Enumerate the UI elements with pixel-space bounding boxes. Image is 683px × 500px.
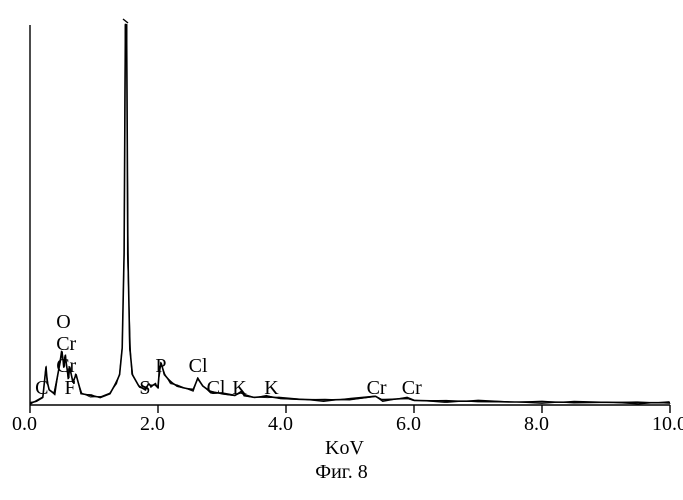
x-tick-label: 4.0	[268, 413, 293, 436]
peak-label: Cl	[207, 377, 226, 400]
peak-label: Cr	[56, 333, 76, 356]
peak-label: C	[35, 377, 48, 400]
peak-label: Cr	[402, 377, 422, 400]
peak-label: Cr	[367, 377, 387, 400]
x-tick-label: 6.0	[396, 413, 421, 436]
figure-caption: Фиг. 8	[0, 461, 683, 484]
x-tick-label: 2.0	[140, 413, 165, 436]
spectrum-chart-svg	[0, 0, 683, 500]
peak-label: F	[65, 377, 76, 400]
x-axis-title: KoV	[325, 437, 364, 460]
peak-label: Cr	[56, 355, 76, 378]
x-tick-label: 0.0	[12, 413, 37, 436]
peak-label: P	[155, 355, 166, 378]
peak-label: K	[232, 377, 246, 400]
peak-label: S	[139, 377, 150, 400]
x-tick-label: 10.0	[652, 413, 683, 436]
peak-label: K	[264, 377, 278, 400]
peak-label: Cl	[189, 355, 208, 378]
peak-label: O	[56, 311, 70, 334]
x-tick-label: 8.0	[524, 413, 549, 436]
